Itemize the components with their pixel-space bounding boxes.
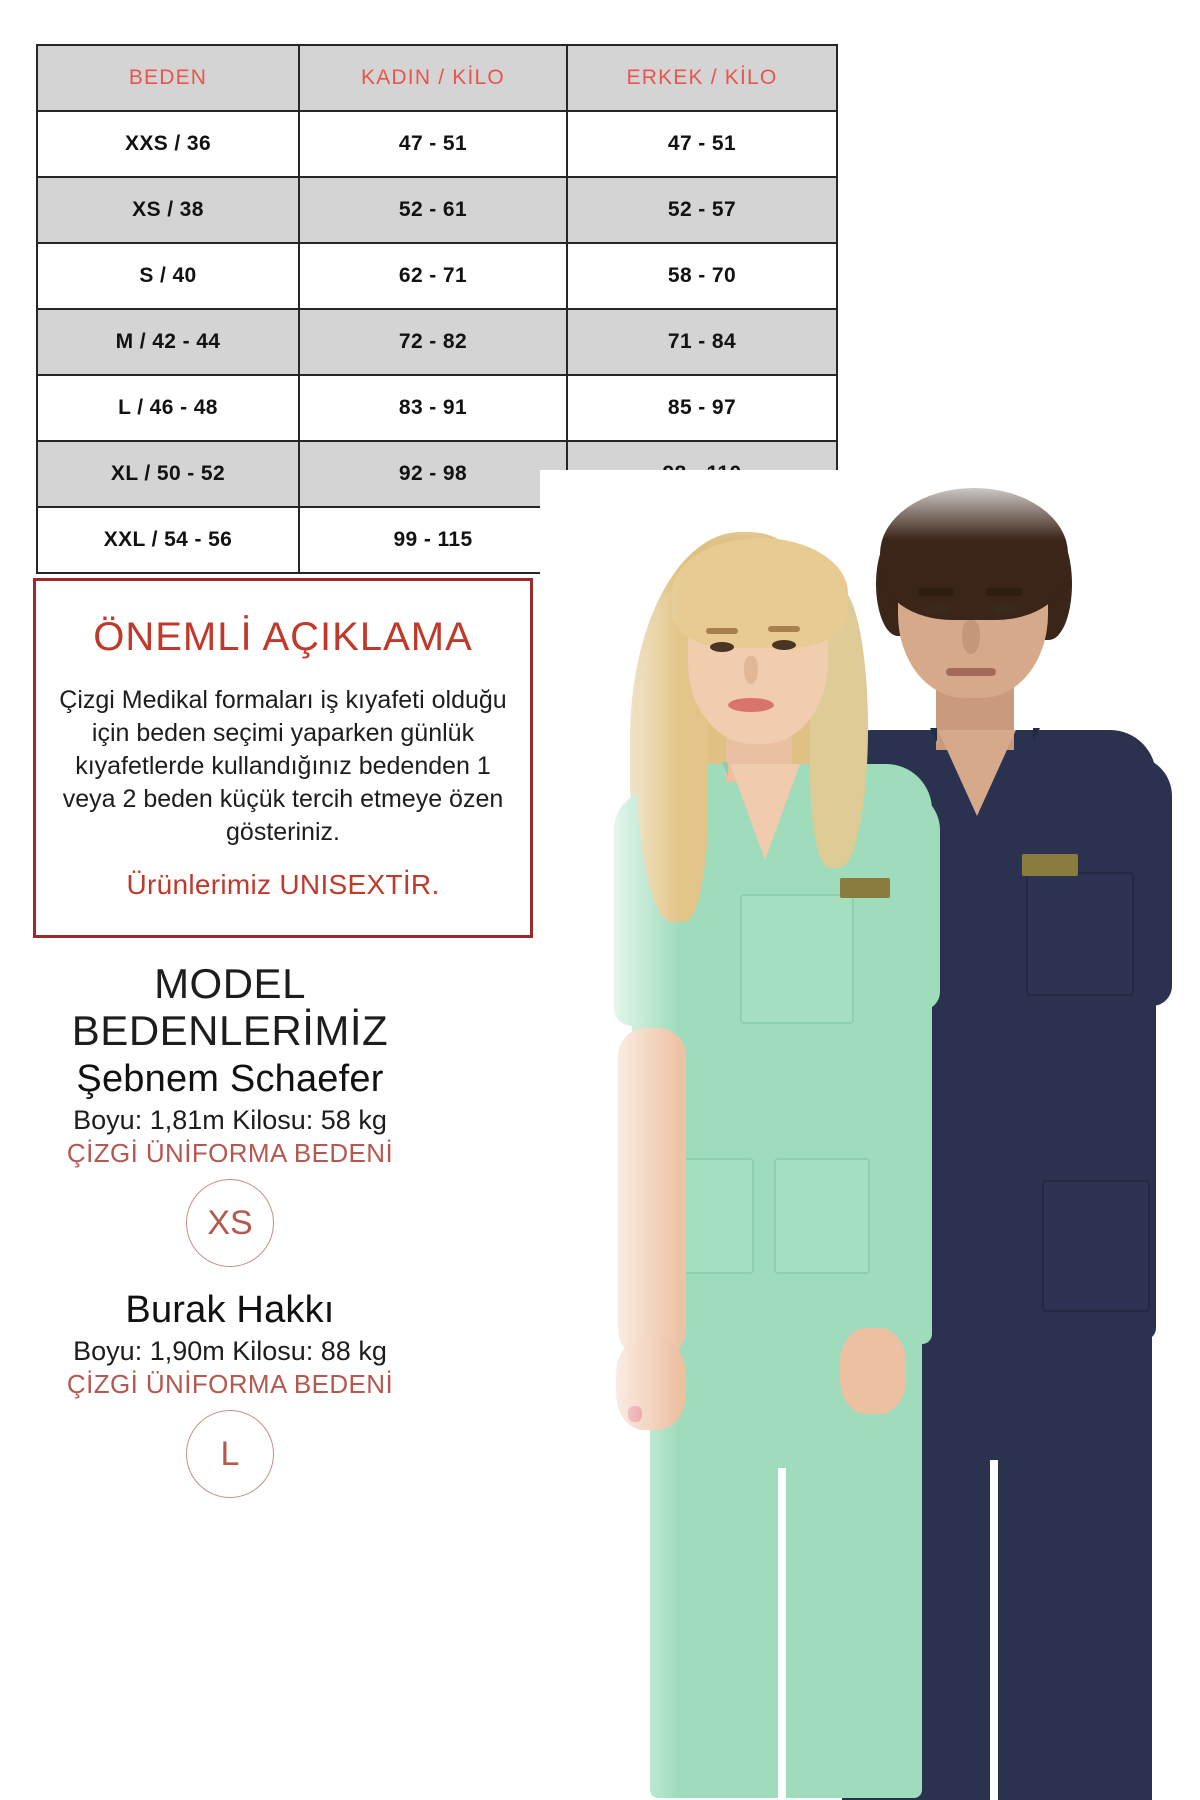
female-brand-badge	[840, 878, 890, 898]
important-notice-box: ÖNEMLİ AÇIKLAMA Çizgi Medikal formaları …	[33, 578, 533, 938]
cell-kadin: 83 - 91	[298, 374, 568, 442]
notice-body-text: Çizgi Medikal formaları iş kıyafeti oldu…	[59, 686, 507, 846]
model-measurements: Boyu: 1,81m Kilosu: 58 kg	[73, 1105, 387, 1136]
female-left-eye	[710, 642, 734, 652]
female-right-eyebrow	[768, 626, 800, 632]
model-size-label: ÇİZGİ ÜNİFORMA BEDENİ	[66, 1369, 394, 1400]
female-right-eye	[772, 640, 796, 650]
cell-erkek: 47 - 51	[566, 110, 838, 178]
male-right-eye	[992, 604, 1018, 615]
table-header-row: BEDEN KADIN / KİLO ERKEK / KİLO	[36, 44, 838, 112]
female-lower-right-pocket	[774, 1158, 870, 1274]
table-row: M / 42 - 44 72 - 82 71 - 84	[36, 308, 838, 376]
male-pants-gap	[990, 1460, 998, 1800]
cell-erkek: 71 - 84	[566, 308, 838, 376]
size-chart-table-wrapper: BEDEN KADIN / KİLO ERKEK / KİLO XXS / 36…	[36, 44, 838, 574]
notice-title: ÖNEMLİ AÇIKLAMA	[93, 615, 473, 659]
model-size-badge: XS	[186, 1179, 274, 1268]
photo-left-fade	[540, 470, 680, 1800]
notice-unisex-text: Ürünlerimiz UNISEXTİR.	[126, 869, 440, 900]
male-nose	[962, 620, 980, 654]
cell-beden: XL / 50 - 52	[36, 440, 300, 508]
male-right-eyebrow	[986, 588, 1022, 596]
cell-erkek: 52 - 57	[566, 176, 838, 244]
female-hair-top	[672, 538, 848, 648]
table-row: L / 46 - 48 83 - 91 85 - 97	[36, 374, 838, 442]
model-size-badge: L	[186, 1410, 274, 1499]
cell-kadin: 52 - 61	[298, 176, 568, 244]
cell-kadin: 92 - 98	[298, 440, 568, 508]
size-chart-table: BEDEN KADIN / KİLO ERKEK / KİLO XXS / 36…	[36, 44, 838, 574]
cell-kadin: 47 - 51	[298, 110, 568, 178]
male-brand-badge	[1022, 854, 1078, 876]
female-pants-gap	[778, 1468, 786, 1798]
male-chest-pocket	[1026, 872, 1134, 996]
cell-beden: M / 42 - 44	[36, 308, 300, 376]
model-measurements: Boyu: 1,90m Kilosu: 88 kg	[73, 1336, 387, 1367]
table-row: XXS / 36 47 - 51 47 - 51	[36, 110, 838, 178]
size-chart-header: BEDEN KADIN / KİLO ERKEK / KİLO	[36, 44, 838, 112]
cell-kadin: 62 - 71	[298, 242, 568, 310]
female-mouth	[728, 698, 774, 712]
model-name: Şebnem Schaefer	[76, 1058, 384, 1101]
cell-beden: XXL / 54 - 56	[36, 506, 300, 574]
cell-beden: S / 40	[36, 242, 300, 310]
female-nose	[744, 656, 758, 684]
models-photo	[540, 470, 1200, 1800]
female-left-eyebrow	[706, 628, 738, 634]
male-left-eye	[924, 604, 950, 615]
column-header-kadin: KADIN / KİLO	[298, 44, 568, 112]
male-left-eyebrow	[918, 588, 954, 596]
size-chart-body: XXS / 36 47 - 51 47 - 51 XS / 38 52 - 61…	[36, 110, 838, 574]
table-row: XS / 38 52 - 61 52 - 57	[36, 176, 838, 244]
male-mouth	[946, 668, 996, 676]
model-sizes-section: MODEL BEDENLERİMİZ Şebnem Schaefer Boyu:…	[20, 960, 440, 1499]
table-row: S / 40 62 - 71 58 - 70	[36, 242, 838, 310]
model-sizes-heading-line1: MODEL	[154, 960, 306, 1007]
column-header-beden: BEDEN	[36, 44, 300, 112]
cell-beden: XXS / 36	[36, 110, 300, 178]
model-entry-male: Burak Hakkı Boyu: 1,90m Kilosu: 88 kg Çİ…	[20, 1289, 440, 1499]
model-name: Burak Hakkı	[125, 1289, 335, 1332]
column-header-erkek: ERKEK / KİLO	[566, 44, 838, 112]
cell-beden: XS / 38	[36, 176, 300, 244]
photo-top-fade	[540, 470, 1200, 540]
cell-erkek: 58 - 70	[566, 242, 838, 310]
model-size-label: ÇİZGİ ÜNİFORMA BEDENİ	[66, 1138, 394, 1169]
cell-erkek: 85 - 97	[566, 374, 838, 442]
cell-kadin: 72 - 82	[298, 308, 568, 376]
model-sizes-heading-line2: BEDENLERİMİZ	[71, 1007, 389, 1055]
male-lower-pocket	[1042, 1180, 1150, 1312]
female-chest-pocket	[740, 894, 854, 1024]
female-right-hand	[840, 1328, 906, 1414]
cell-beden: L / 46 - 48	[36, 374, 300, 442]
cell-kadin: 99 - 115	[298, 506, 568, 574]
model-entry-female: Şebnem Schaefer Boyu: 1,81m Kilosu: 58 k…	[20, 1058, 440, 1268]
